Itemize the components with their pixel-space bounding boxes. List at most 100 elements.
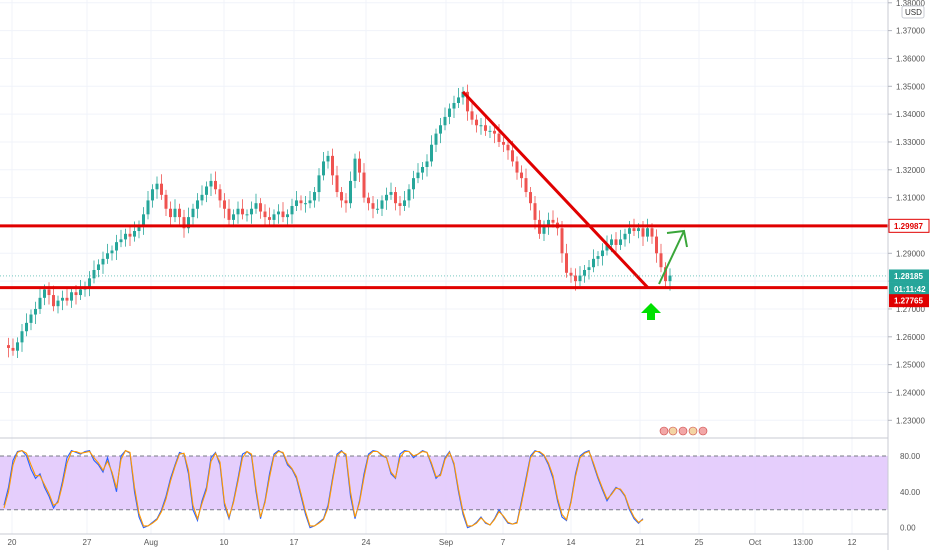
- candle-body: [299, 200, 303, 204]
- candle-body: [295, 200, 298, 206]
- candle-body: [16, 342, 19, 351]
- candle-body: [182, 217, 186, 229]
- candle-body: [286, 214, 289, 218]
- drawing-lines: [0, 90, 888, 436]
- candle-body: [308, 200, 312, 204]
- candle-body: [578, 275, 582, 282]
- candle-body: [619, 239, 622, 245]
- candle-body: [137, 225, 141, 232]
- current-price-badge: [889, 269, 929, 283]
- resistance-price-label: 1.29987: [894, 222, 923, 231]
- candle-body: [628, 228, 631, 234]
- time-tick-label: 27: [83, 538, 92, 547]
- candle-body: [187, 217, 190, 229]
- time-tick-label: 12: [848, 538, 857, 547]
- candle-body: [646, 228, 649, 237]
- event-icon[interactable]: [688, 426, 698, 436]
- candle-body: [551, 219, 555, 223]
- candle-body: [430, 144, 433, 162]
- event-icon[interactable]: [678, 426, 688, 436]
- candle-body: [493, 130, 496, 134]
- candle-body: [533, 203, 537, 220]
- candle-body: [484, 125, 487, 131]
- candle-body: [358, 158, 361, 173]
- candle-body: [128, 233, 132, 237]
- price-tick-label: 1.23000: [896, 416, 925, 425]
- candle-body: [385, 194, 388, 201]
- candle-body: [353, 158, 357, 181]
- candle-body: [304, 203, 307, 205]
- candle-body: [569, 272, 573, 276]
- candle-body: [416, 172, 420, 179]
- support-price-badge: [889, 294, 929, 308]
- candle-body: [605, 244, 609, 251]
- price-tick-label: 1.26000: [896, 333, 925, 342]
- candle-body: [164, 194, 168, 209]
- candle-body: [133, 231, 136, 237]
- price-tick-label: 1.25000: [896, 361, 925, 370]
- candle-body: [398, 203, 402, 206]
- candle-body: [322, 161, 325, 176]
- forecast-arrow-head: [666, 229, 688, 248]
- candle-body: [614, 239, 618, 245]
- candle-body: [452, 102, 456, 109]
- candle-body: [470, 111, 474, 120]
- candle-body: [254, 203, 258, 209]
- candle-body: [376, 208, 379, 210]
- candle-body: [47, 289, 51, 296]
- candle-body: [56, 300, 60, 307]
- candle-body: [641, 228, 645, 237]
- event-icon[interactable]: [668, 426, 678, 436]
- candle-body: [574, 275, 577, 282]
- candle-body: [601, 250, 604, 257]
- candle-body: [610, 239, 613, 245]
- candle-body: [403, 200, 406, 206]
- resistance-price-badge: [889, 219, 929, 233]
- candle-body: [479, 125, 483, 127]
- candle-body: [214, 180, 217, 190]
- candle-body: [394, 192, 397, 204]
- time-tick-label: 13:00: [793, 538, 814, 547]
- countdown-label: 01:11:42: [894, 285, 926, 294]
- candle-body: [7, 345, 10, 348]
- candle-body: [335, 175, 339, 193]
- time-tick-label: 21: [636, 538, 645, 547]
- candle-body: [497, 133, 501, 142]
- candle-body: [101, 258, 105, 265]
- candle-body: [650, 228, 654, 237]
- candle-body: [38, 297, 42, 309]
- candle-body: [110, 250, 114, 254]
- candle-body: [70, 292, 73, 301]
- candle-body: [124, 233, 127, 240]
- event-icon[interactable]: [659, 426, 669, 436]
- candle-body: [245, 214, 249, 216]
- price-tick-label: 1.24000: [896, 388, 925, 397]
- candle-body: [502, 141, 505, 145]
- candle-body: [344, 200, 348, 204]
- candle-body: [488, 130, 492, 132]
- candle-body: [178, 208, 181, 218]
- candle-body: [511, 150, 514, 162]
- candle-body: [43, 289, 46, 298]
- time-tick-label: 25: [695, 538, 704, 547]
- candle-body: [29, 314, 33, 323]
- candle-body: [196, 200, 199, 209]
- candle-body: [20, 331, 24, 343]
- candle-body: [524, 178, 528, 193]
- candle-body: [313, 192, 316, 201]
- event-icon[interactable]: [698, 426, 708, 436]
- candle-body: [146, 200, 150, 215]
- candle-body: [331, 155, 334, 176]
- candle-body: [637, 228, 640, 232]
- candle-body: [434, 133, 438, 145]
- candle-body: [290, 205, 294, 215]
- stochastic-tick-label: 80.00: [900, 452, 921, 461]
- candle-body: [547, 219, 550, 226]
- candle-body: [466, 91, 469, 112]
- candle-body: [448, 108, 451, 117]
- candle-body: [34, 308, 37, 315]
- price-tick-label: 1.36000: [896, 54, 925, 63]
- time-tick-label: 7: [501, 538, 506, 547]
